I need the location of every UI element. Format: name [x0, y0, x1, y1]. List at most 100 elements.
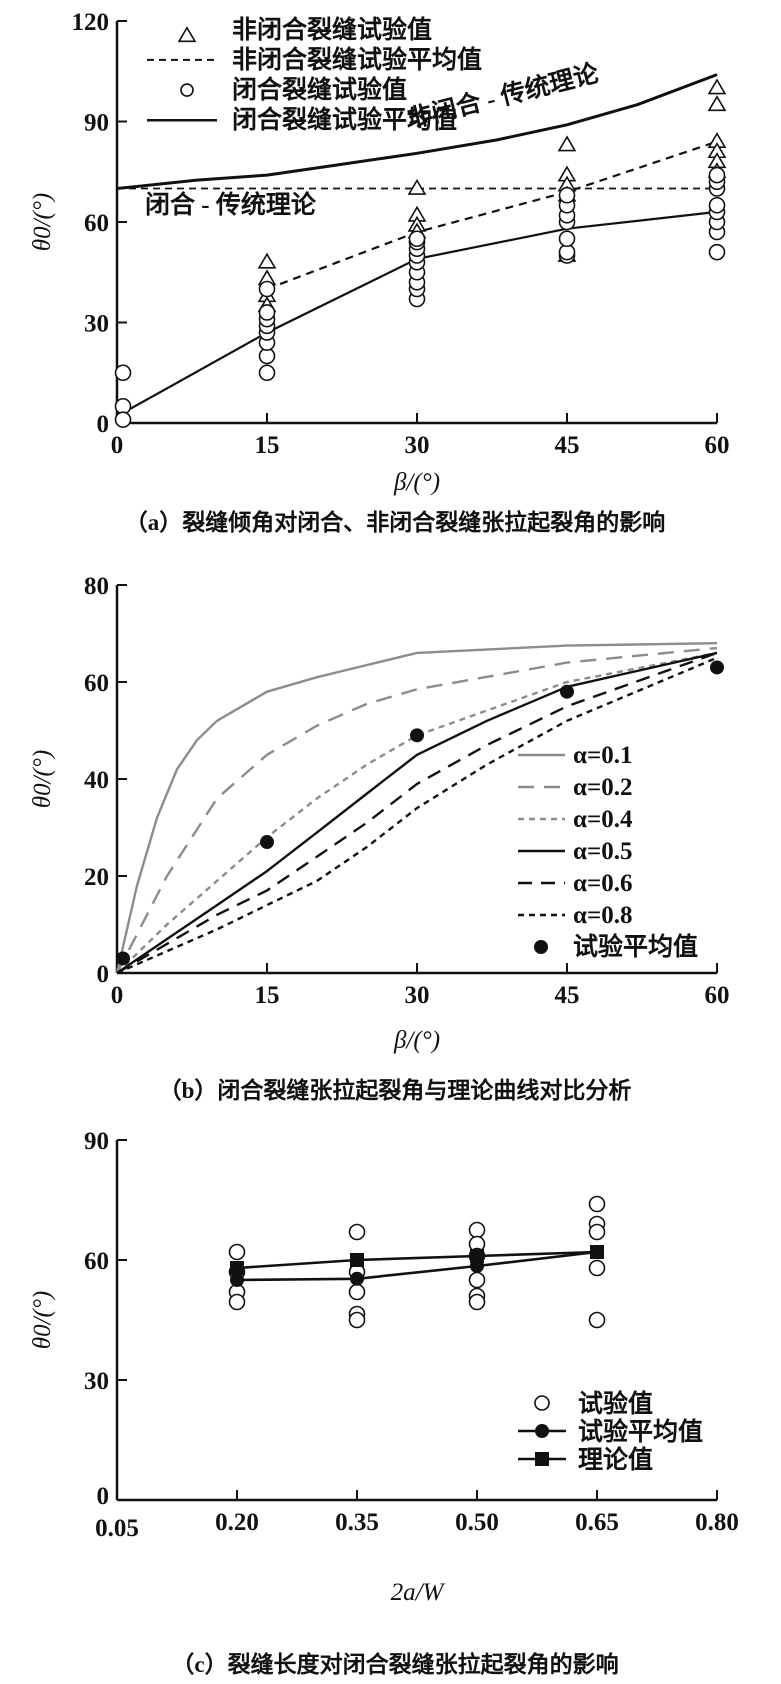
y-tick-label-c: 30 [84, 1368, 109, 1395]
y-tick-label-b: 20 [84, 864, 109, 891]
test-point [468, 1221, 486, 1239]
y-tick-label-a: 90 [84, 110, 109, 137]
theory-line [236, 1250, 598, 1270]
closed-test-point [114, 364, 132, 382]
caption-c: （c）裂缝长度对闭合裂缝张拉起裂角的影响 [171, 1651, 618, 1677]
test-point [348, 1311, 366, 1329]
legend-label: 非闭合裂缝试验平均值 [232, 45, 482, 74]
test-mean-point [560, 684, 574, 699]
test-mean-point [260, 835, 274, 850]
x-tick-label-b: 15 [255, 982, 280, 1009]
xlabel-b: β/(°) [393, 1027, 440, 1054]
closed-test-point [408, 230, 426, 248]
test-mean-point [116, 951, 130, 966]
nonclosed-test-point [707, 78, 727, 95]
test-point [468, 1271, 486, 1289]
nonclosed-test-point [557, 135, 577, 152]
caption-b: （b）闭合裂缝张拉起裂角与理论曲线对比分析 [159, 1077, 632, 1103]
theory-point [470, 1249, 484, 1263]
test-point [228, 1293, 246, 1311]
closed-test-point [114, 411, 132, 428]
y-tick-label-c: 90 [84, 1128, 109, 1155]
test-mean-point [590, 1245, 604, 1259]
x-tick-label-a: 0 [111, 432, 124, 459]
x-tick-label-b: 30 [405, 982, 430, 1009]
y-tick-label-a: 60 [84, 210, 109, 237]
y-tick-label-c: 60 [84, 1248, 109, 1275]
closed-test-point [708, 196, 726, 214]
legend-label: 闭合裂缝试验值 [232, 75, 407, 104]
closed-test-point [258, 304, 276, 321]
nonclosed-theory-line [116, 73, 718, 190]
nonclosed-mean-line [266, 140, 718, 291]
test-point [348, 1223, 366, 1241]
alpha-curve-0-6 [116, 651, 718, 975]
legend-label: α=0.5 [573, 838, 632, 865]
closed-test-point [258, 280, 276, 298]
closed-test-point [558, 230, 576, 248]
closed-test-point [708, 243, 726, 261]
legend-triangle-icon [177, 26, 197, 43]
closed-test-point [558, 186, 576, 204]
y-tick-label-a: 30 [84, 311, 109, 338]
test-point [348, 1283, 366, 1301]
theory-point [230, 1261, 244, 1275]
nonclosed-test-point [707, 95, 727, 112]
legend-circle-icon [534, 1395, 550, 1411]
legend-label: α=0.1 [573, 742, 632, 769]
test-point [588, 1311, 606, 1329]
annotation-closed-theory: 闭合 - 传统理论 [145, 190, 317, 219]
test-mean-point [710, 660, 724, 675]
test-point [588, 1223, 606, 1241]
x-tick-label-c: 0.50 [455, 1509, 499, 1536]
caption-a: （a）裂缝倾角对闭合、非闭合裂缝张拉起裂角的影响 [125, 509, 666, 535]
ylabel-a: θ0/(°) [29, 193, 56, 251]
y-tick-label-b: 80 [84, 573, 109, 600]
x-tick-label-c: 0.35 [335, 1509, 379, 1536]
legend-square-icon [535, 1452, 549, 1466]
y-tick-label-a: 120 [72, 9, 110, 36]
x-tick-label-b: 0 [111, 982, 124, 1009]
xlabel-a: β/(°) [393, 469, 440, 496]
x-tick-label-a: 60 [705, 432, 730, 459]
legend-dot-icon [535, 1424, 549, 1438]
legend-label: 试验平均值 [573, 932, 698, 961]
x-tick-label-c: 0.65 [575, 1509, 619, 1536]
theory-point [350, 1253, 364, 1267]
y-tick-label-b: 60 [84, 670, 109, 697]
nonclosed-test-point [257, 252, 277, 269]
test-mean-point [410, 728, 424, 743]
y-tick-label-b: 40 [84, 767, 109, 794]
x-tick-label-a: 45 [555, 432, 580, 459]
closed-test-point [258, 364, 276, 382]
legend-label: α=0.4 [573, 806, 633, 833]
legend-label: 理论值 [578, 1446, 653, 1474]
xlabel-c: 2a/W [391, 1579, 446, 1606]
test-mean-point [350, 1271, 364, 1286]
test-point [228, 1243, 246, 1261]
test-point [588, 1259, 606, 1277]
test-mean-point [230, 1273, 244, 1287]
alpha-curve-0-8 [116, 656, 718, 975]
legend-circle-icon [180, 83, 194, 97]
x-tick-label-c: 0.80 [695, 1509, 739, 1536]
test-mean-line [236, 1250, 598, 1282]
legend-label: α=0.2 [573, 774, 632, 801]
legend-dot-icon [534, 940, 548, 954]
legend-label: 非闭合裂缝试验值 [232, 15, 432, 44]
nonclosed-test-point [407, 178, 427, 195]
x-tick-label-c: 0.05 [95, 1515, 139, 1542]
legend-label: 闭合裂缝试验平均值 [232, 105, 457, 134]
test-point [588, 1195, 606, 1213]
x-tick-label-a: 30 [405, 432, 430, 459]
x-tick-label-a: 15 [255, 432, 280, 459]
y-tick-label-a: 0 [97, 411, 110, 438]
ylabel-c: θ0/(°) [29, 1291, 56, 1349]
y-tick-label-c: 0 [97, 1483, 110, 1510]
legend-label: α=0.6 [573, 870, 632, 897]
legend-label: 试验平均值 [578, 1417, 703, 1446]
x-tick-label-b: 45 [555, 982, 580, 1009]
x-tick-label-c: 0.20 [215, 1509, 259, 1536]
ylabel-b: θ0/(°) [29, 750, 56, 808]
alpha-curve-0-5 [116, 651, 718, 974]
